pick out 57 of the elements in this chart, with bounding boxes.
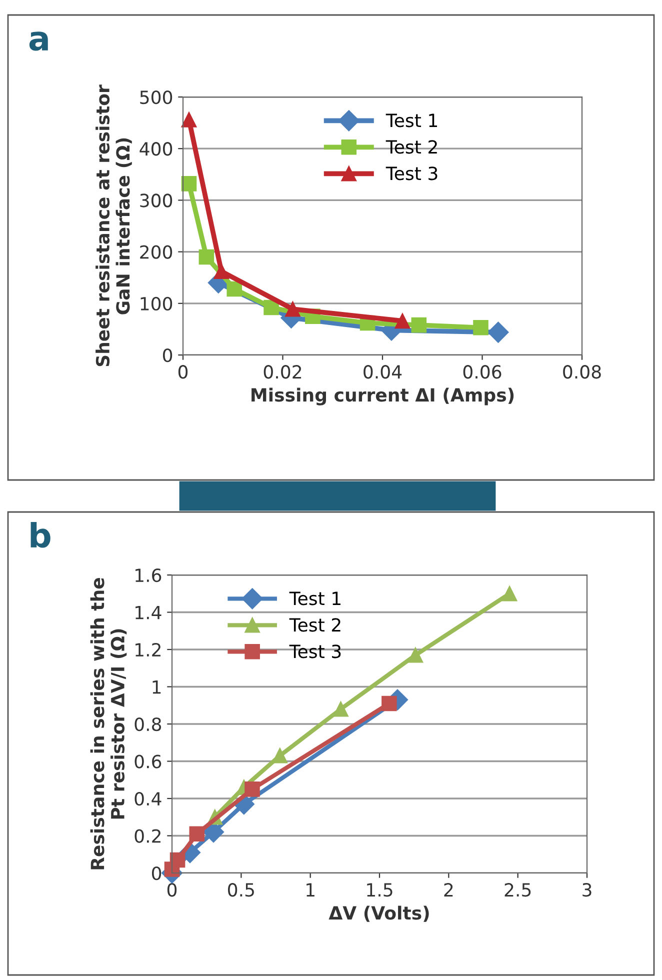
point bbox=[394, 313, 410, 329]
y-tick-label: 0.2 bbox=[134, 829, 160, 843]
point bbox=[170, 852, 186, 868]
point bbox=[272, 748, 288, 764]
y-tick-label: 1.4 bbox=[136, 606, 162, 620]
x-tick-label: 2.5 bbox=[504, 883, 531, 897]
y-tick-label: 300 bbox=[140, 194, 172, 208]
point bbox=[264, 300, 279, 316]
point bbox=[214, 264, 230, 280]
legend-label: Test 3 bbox=[386, 166, 438, 180]
point bbox=[189, 826, 205, 842]
x-tick-label: 0.08 bbox=[563, 365, 601, 379]
text: b bbox=[30, 522, 50, 548]
point bbox=[198, 249, 214, 265]
y-tick-label: 1 bbox=[152, 680, 161, 694]
y-axis-title: Resistance in series with the Pt resistor ΔV/I (Ω) bbox=[90, 578, 127, 870]
text: a bbox=[29, 32, 48, 51]
point bbox=[244, 782, 260, 797]
y-tick-label: 1.2 bbox=[136, 642, 160, 656]
y-tick-label: 0 bbox=[162, 348, 172, 362]
point bbox=[333, 701, 348, 717]
point bbox=[408, 647, 424, 663]
point bbox=[382, 696, 397, 712]
legend-label: Test 1 bbox=[289, 592, 340, 606]
y-tick-label: 0.4 bbox=[134, 792, 162, 806]
legend-label: Test 2 bbox=[386, 140, 437, 154]
point bbox=[502, 586, 518, 602]
legend-label: Test 2 bbox=[289, 618, 340, 632]
y-tick-label: 200 bbox=[140, 245, 172, 259]
x-tick-label: 1 bbox=[306, 883, 314, 896]
x-tick-label: 2 bbox=[444, 883, 453, 896]
x-tick-label: 0 bbox=[178, 365, 188, 379]
x-axis-title: Missing current ΔI (Amps) bbox=[252, 388, 514, 406]
point bbox=[473, 320, 488, 336]
point bbox=[181, 112, 197, 128]
x-tick-label: 0.02 bbox=[264, 365, 302, 379]
y-tick-label: 0 bbox=[152, 866, 162, 880]
point bbox=[181, 176, 197, 192]
legend-label: Test 1 bbox=[386, 114, 438, 128]
y-tick-label: 100 bbox=[140, 296, 172, 311]
y-tick-label: 500 bbox=[140, 90, 172, 104]
x-tick-label: 3 bbox=[582, 883, 592, 897]
point bbox=[411, 317, 427, 333]
y-tick-label: 1.6 bbox=[136, 568, 162, 582]
point bbox=[488, 322, 509, 343]
y-tick-label: 0.6 bbox=[134, 754, 162, 768]
x-axis-title: ΔV (Volts) bbox=[328, 906, 429, 922]
x-tick-label: 1.5 bbox=[367, 883, 392, 897]
x-tick-label: 0.06 bbox=[463, 365, 502, 379]
y-tick-label: 0.8 bbox=[134, 717, 162, 732]
point bbox=[285, 301, 300, 317]
y-axis-title: Sheet resistance at resistor GaN interface (Ω) bbox=[96, 84, 132, 366]
x-tick-label: 0.04 bbox=[364, 365, 402, 379]
legend-label: Test 3 bbox=[289, 644, 341, 658]
y-tick-label: 400 bbox=[140, 142, 172, 156]
point bbox=[226, 281, 242, 297]
x-tick-label: 0.5 bbox=[228, 883, 254, 897]
